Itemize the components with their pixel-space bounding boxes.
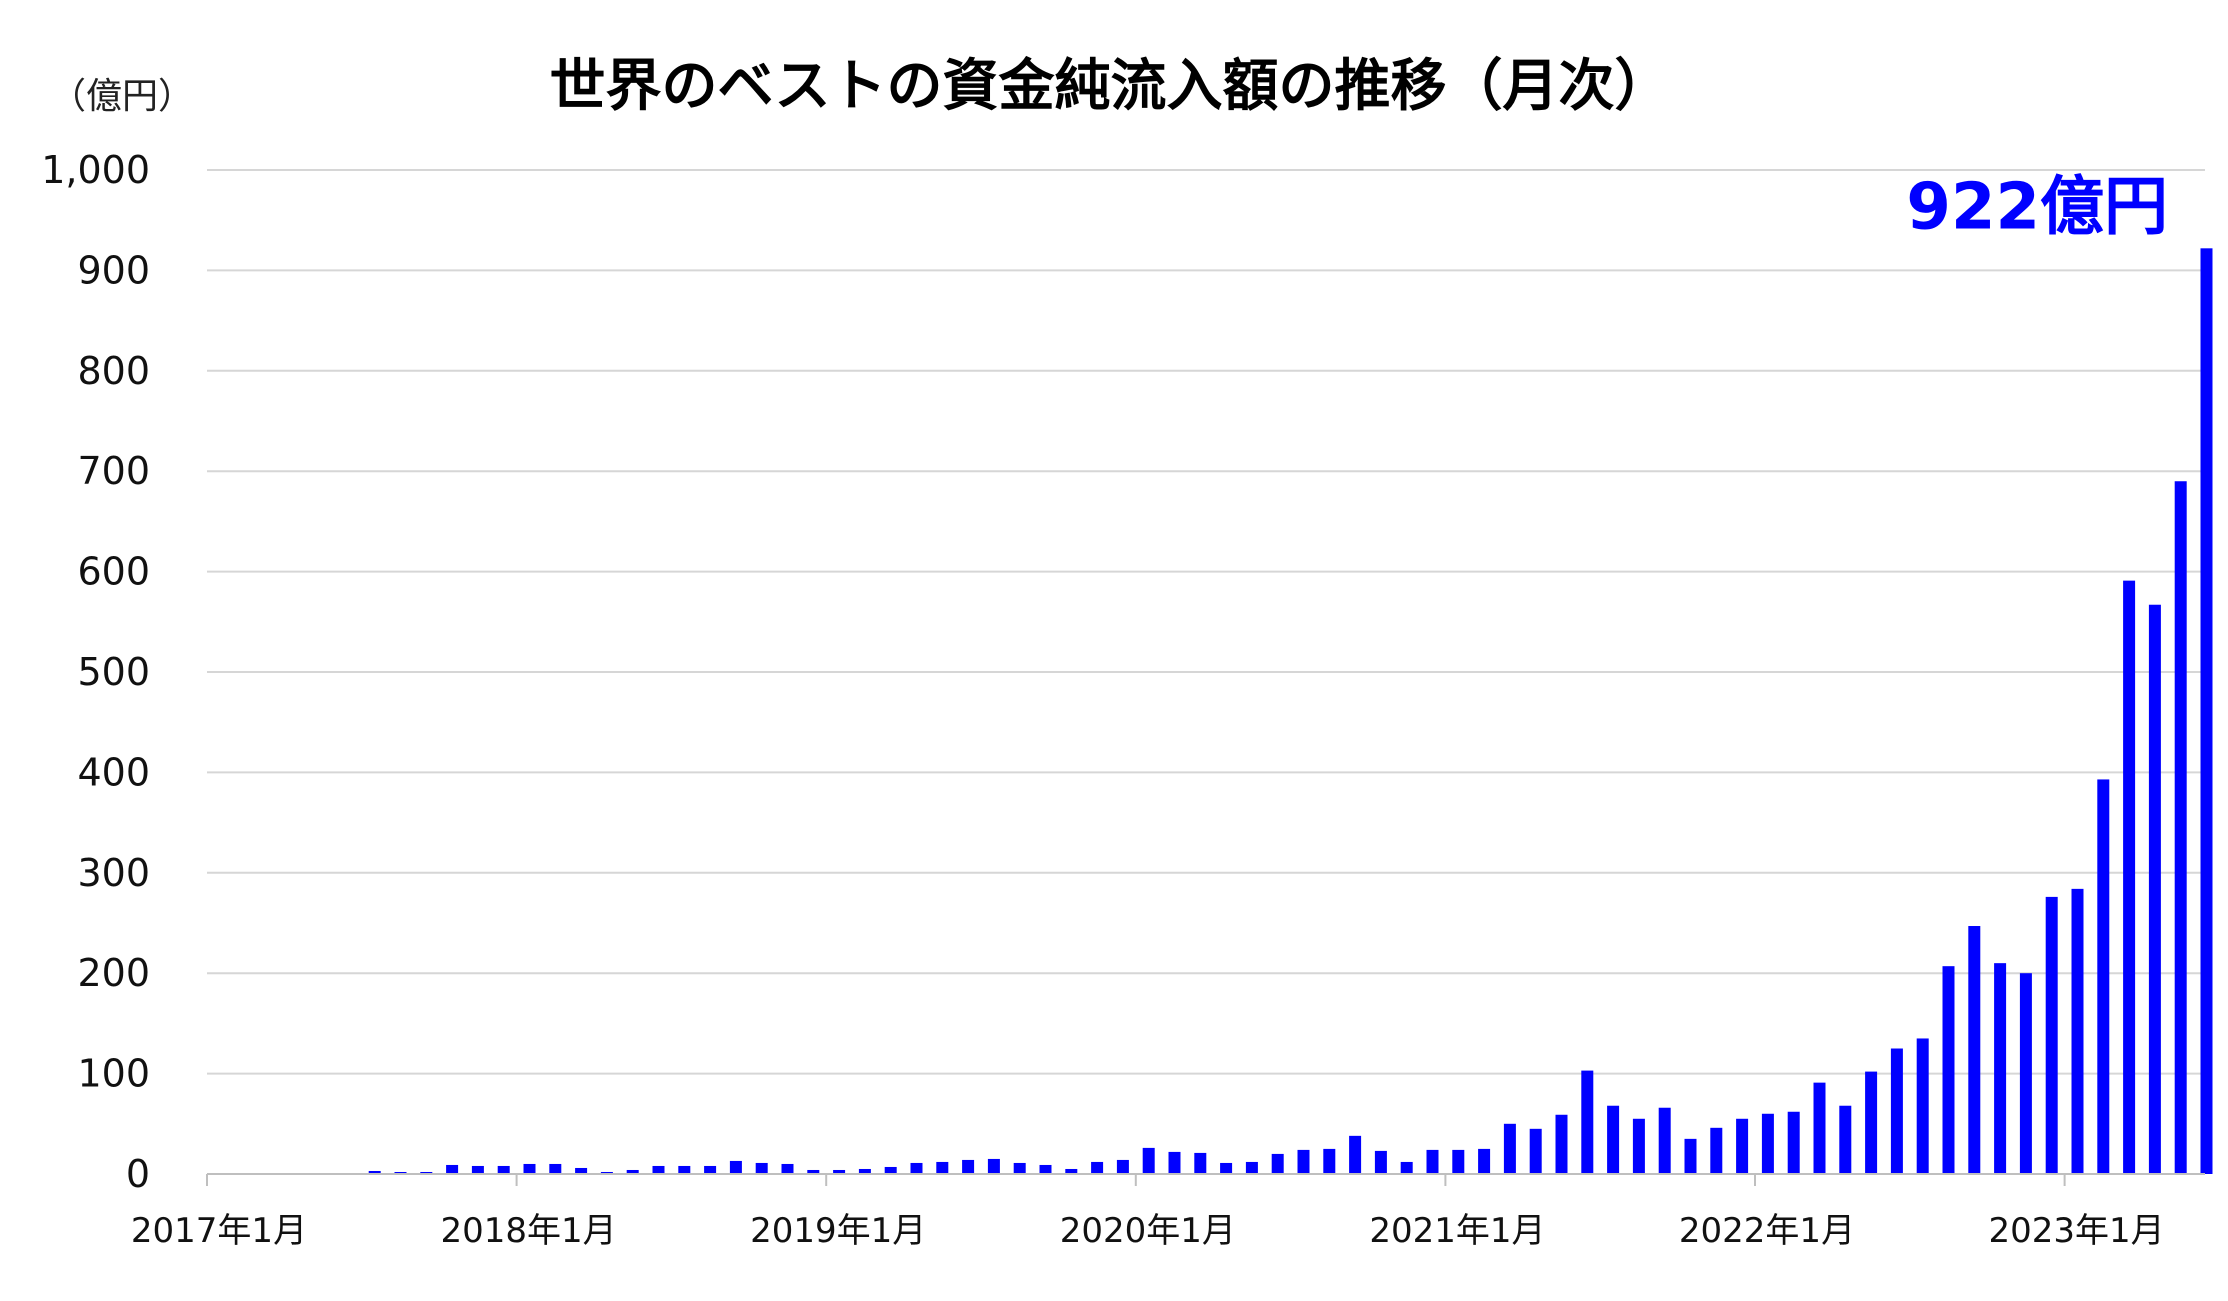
bar [1890,1048,1903,1174]
bar [987,1158,1000,1174]
bar [884,1166,897,1174]
y-tick-label: 800 [77,349,150,393]
x-tick-label: 2019年1月 [750,1211,926,1251]
bar [1787,1111,1800,1174]
bar [1374,1150,1387,1174]
y-tick-label: 400 [77,750,150,794]
y-tick-label: 300 [77,851,150,895]
bar [1168,1151,1181,1174]
bar [1039,1164,1052,1174]
bar [497,1165,510,1174]
bar [652,1165,665,1174]
bar [446,1164,459,1174]
x-tick-label: 2018年1月 [441,1211,617,1251]
bar [420,1171,433,1174]
bar [1323,1148,1336,1174]
bar [910,1162,923,1174]
x-tick-label: 2017年1月 [131,1211,307,1251]
bar [678,1165,691,1174]
bar [833,1169,846,1174]
y-tick-label: 600 [77,550,150,594]
bar [1658,1107,1671,1174]
bar [1426,1149,1439,1174]
bar [1761,1113,1774,1174]
gridlines [207,169,2205,1075]
bar [729,1160,742,1174]
x-axis-tick-labels: 2017年1月 2018年1月 2019年1月 2020年1月 2021年1月 2022年… [131,1211,2165,1251]
bar [1065,1168,1078,1174]
x-tick-label: 2020年1月 [1060,1211,1236,1251]
bar [2097,779,2110,1174]
bar [807,1169,820,1174]
bar [626,1169,639,1174]
bar [781,1163,794,1174]
bar [1194,1152,1207,1174]
bar [549,1163,562,1174]
chart-title: 世界のベストの資金純流入額の推移（月次） [549,54,1670,119]
bar [1142,1147,1155,1174]
bar [1813,1082,1826,1174]
bar [704,1165,717,1174]
y-tick-label: 1,000 [41,148,150,192]
bar [2200,248,2213,1174]
bar [1684,1138,1697,1174]
bar [523,1163,536,1174]
x-tick-label: 2021年1月 [1369,1211,1545,1251]
y-axis-tick-labels: 0 100 200 300 400 500 600 700 800 900 1,000 [41,148,150,1196]
bar [1013,1162,1026,1174]
y-tick-label: 0 [126,1152,150,1196]
bar [1503,1123,1516,1174]
bar [2123,580,2136,1174]
bar [1632,1118,1645,1174]
y-axis-unit-label: （億円） [50,76,194,117]
bar [1607,1105,1620,1174]
bar [1710,1127,1723,1174]
bar [1581,1070,1594,1174]
bar [1555,1114,1568,1174]
y-tick-label: 500 [77,650,150,694]
bar [858,1168,871,1174]
y-tick-label: 700 [77,449,150,493]
peak-value-annotation: 922億円 [1906,170,2168,244]
bar [1478,1148,1491,1174]
bar [1916,1038,1929,1174]
bar [1091,1161,1104,1174]
bar [1245,1161,1258,1174]
x-tick-label: 2023年1月 [1989,1211,2165,1251]
bar [1220,1162,1233,1174]
y-tick-label: 900 [77,248,150,292]
bar [962,1159,975,1174]
bar [1529,1128,1542,1174]
bar [2045,896,2058,1174]
bar [1349,1135,1362,1174]
bar [1968,926,1981,1174]
bar [755,1162,768,1174]
bar [1942,966,1955,1174]
bar [1116,1159,1129,1174]
bar [1452,1149,1465,1174]
x-tick-label: 2022年1月 [1679,1211,1855,1251]
bar [1736,1118,1749,1174]
bar [368,1170,381,1174]
bar [600,1171,613,1174]
bar [1297,1149,1310,1174]
bar [1865,1071,1878,1174]
bar [2019,973,2032,1174]
bar [2148,604,2161,1174]
y-tick-label: 200 [77,951,150,995]
y-tick-label: 100 [77,1052,150,1096]
bars [368,248,2213,1174]
bar [2174,481,2187,1174]
bar [1994,963,2007,1174]
bar [471,1165,484,1174]
bar [1839,1105,1852,1174]
bar [575,1167,588,1174]
x-axis [206,1173,2205,1186]
bar [1400,1161,1413,1174]
bar [2071,888,2084,1174]
bar [394,1171,407,1174]
bar [1271,1153,1284,1174]
bar [936,1161,949,1174]
